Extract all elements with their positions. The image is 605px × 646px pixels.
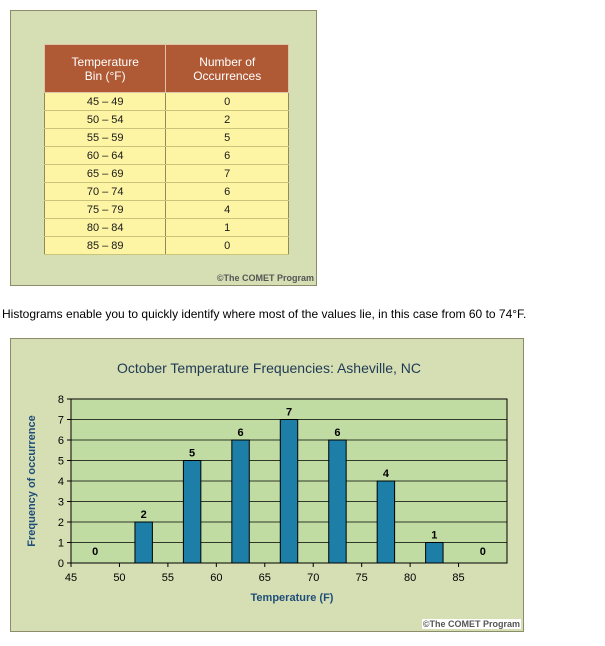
x-tick-label: 45 [65, 572, 77, 584]
histogram-bar [231, 439, 250, 564]
table-row: 45 – 49 0 [43, 92, 289, 111]
histogram-bar [376, 480, 396, 564]
occurrences-cell: 0 [165, 92, 289, 111]
x-tick-label: 60 [210, 572, 222, 584]
y-tick-label: 6 [58, 435, 64, 447]
header-occurrences: Number of Occurrences [165, 44, 289, 93]
bar-value-label: 6 [334, 427, 340, 439]
x-tick-label: 75 [356, 572, 368, 584]
header-occurrences-line-1: Number of [199, 54, 256, 69]
bar-value-label: 0 [480, 546, 486, 558]
x-tick-label: 50 [113, 572, 125, 584]
temperature-bin-cell: 55 – 59 [43, 128, 167, 147]
table-row: 55 – 59 5 [43, 128, 289, 147]
table-row: 60 – 64 6 [43, 146, 289, 165]
histogram-caption: Histograms enable you to quickly identif… [2, 307, 527, 321]
chart-figure: October Temperature Frequencies: Ashevil… [10, 338, 524, 632]
temperature-bin-cell: 50 – 54 [43, 110, 167, 129]
table-row: 50 – 54 2 [43, 110, 289, 129]
occurrences-cell: 7 [165, 164, 289, 183]
x-tick-label: 70 [307, 572, 319, 584]
chart-title: October Temperature Frequencies: Ashevil… [117, 360, 421, 376]
y-axis-label: Frequency of occurrence [26, 415, 38, 546]
occurrences-cell: 6 [165, 146, 289, 165]
y-tick-label: 4 [58, 476, 64, 488]
x-tick-label: 85 [452, 572, 464, 584]
y-tick-label: 2 [58, 517, 64, 529]
histogram-bar [328, 439, 347, 564]
x-tick-label: 55 [162, 572, 174, 584]
table-row: 65 – 69 7 [43, 164, 289, 183]
chart-credit: ©The COMET Program [421, 619, 521, 629]
y-tick-label: 7 [58, 415, 64, 427]
header-occurrences-line-2: Occurrences [193, 68, 262, 83]
occurrences-cell: 1 [165, 218, 289, 237]
temperature-bin-cell: 45 – 49 [43, 92, 167, 111]
bar-value-label: 4 [383, 468, 390, 480]
table-credit: ©The COMET Program [216, 273, 314, 283]
header-temperature-bin: Temperature Bin (°F) [43, 44, 167, 93]
y-tick-label: 0 [58, 558, 64, 570]
histogram-bar [425, 542, 444, 564]
frequency-table: Temperature Bin (°F) Number of Occurrenc… [43, 44, 289, 255]
y-tick-label: 5 [58, 456, 64, 468]
header-temperature-bin-line-1: Temperature [71, 54, 139, 69]
bar-value-label: 0 [92, 546, 98, 558]
table-header-row: Temperature Bin (°F) Number of Occurrenc… [43, 44, 289, 93]
x-axis-label: Temperature (F) [251, 592, 334, 604]
occurrences-cell: 6 [165, 182, 289, 201]
bar-value-label: 1 [431, 530, 437, 542]
histogram-chart: October Temperature Frequencies: Ashevil… [26, 360, 508, 604]
temperature-bin-cell: 65 – 69 [43, 164, 167, 183]
x-tick-label: 65 [259, 572, 271, 584]
temperature-bin-cell: 70 – 74 [43, 182, 167, 201]
table-row: 75 – 79 4 [43, 200, 289, 219]
y-tick-label: 8 [58, 394, 64, 406]
x-tick-label: 80 [404, 572, 416, 584]
occurrences-cell: 2 [165, 110, 289, 129]
bar-value-label: 6 [237, 427, 243, 439]
occurrences-cell: 5 [165, 128, 289, 147]
temperature-bin-cell: 60 – 64 [43, 146, 167, 165]
histogram-bar [182, 460, 202, 564]
y-tick-label: 1 [58, 538, 64, 550]
table-row: 85 – 89 0 [43, 236, 289, 255]
y-tick-label: 3 [58, 497, 64, 509]
bar-value-label: 7 [286, 407, 292, 419]
histogram-bar [134, 521, 153, 564]
occurrences-cell: 4 [165, 200, 289, 219]
bar-value-label: 5 [189, 448, 195, 460]
occurrences-cell: 0 [165, 236, 289, 255]
table-row: 80 – 84 1 [43, 218, 289, 237]
temperature-bin-cell: 75 – 79 [43, 200, 167, 219]
header-temperature-bin-line-2: Bin (°F) [84, 68, 126, 83]
bar-value-label: 2 [141, 509, 147, 521]
histogram-bar [279, 419, 299, 564]
table-row: 70 – 74 6 [43, 182, 289, 201]
temperature-bin-cell: 85 – 89 [43, 236, 167, 255]
table-figure: Temperature Bin (°F) Number of Occurrenc… [10, 10, 317, 286]
temperature-bin-cell: 80 – 84 [43, 218, 167, 237]
